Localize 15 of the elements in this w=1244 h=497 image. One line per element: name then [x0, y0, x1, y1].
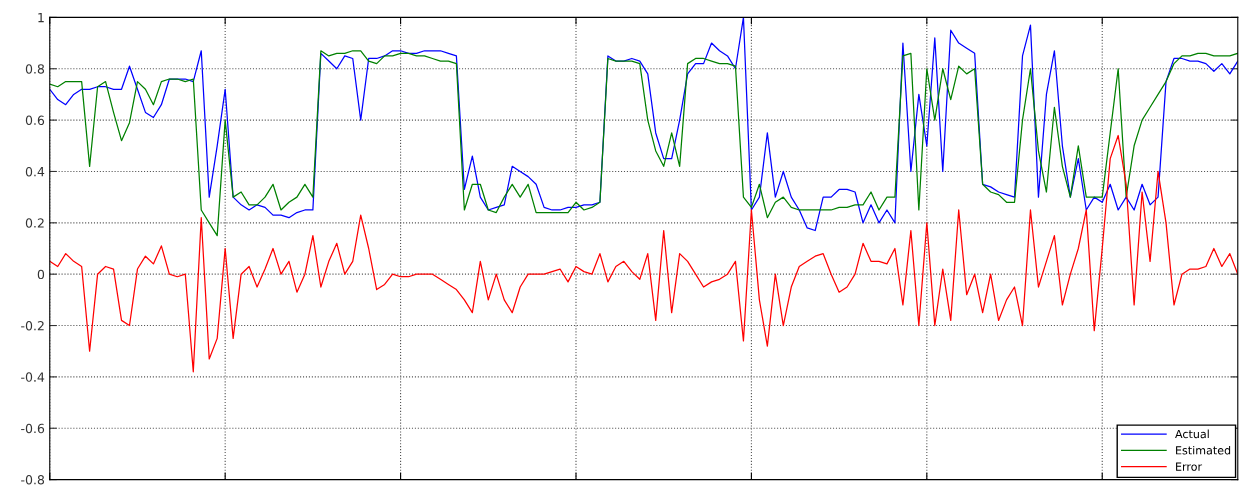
y-tick-label: 1 — [38, 13, 44, 23]
legend-label: Estimated — [1176, 445, 1231, 455]
y-tick-label: 0 — [37, 269, 45, 280]
y-tick-label: 0.2 — [25, 218, 44, 228]
y-tick-label: -0.2 — [21, 321, 44, 331]
line-series — [49, 134, 1238, 373]
y-tick-label: -0.4 — [21, 372, 45, 382]
y-tick-label: 0.8 — [25, 64, 45, 74]
y-tick-label: 0.4 — [25, 166, 45, 177]
y-tick-label: -0.6 — [21, 423, 45, 434]
y-tick-label: -0.8 — [21, 475, 45, 485]
legend-label: Error — [1176, 462, 1203, 471]
legend-label: Actual — [1175, 429, 1209, 439]
line-series — [49, 50, 1238, 237]
y-tick-label: 0.6 — [25, 115, 45, 126]
